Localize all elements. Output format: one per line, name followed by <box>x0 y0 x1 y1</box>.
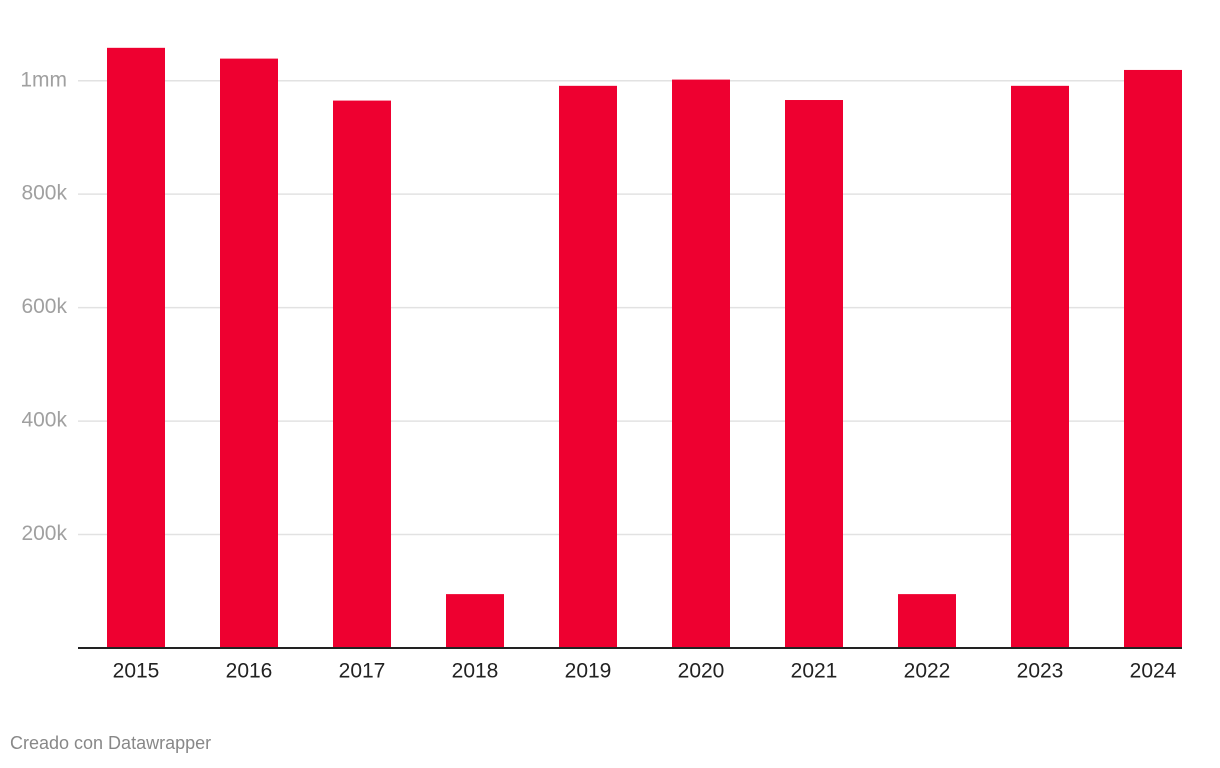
bar <box>785 100 843 649</box>
x-tick-label: 2016 <box>226 660 273 683</box>
x-tick-label: 2024 <box>1130 660 1177 683</box>
y-tick-label: 200k <box>21 522 67 545</box>
x-tick-label: 2023 <box>1017 660 1064 683</box>
bar <box>107 47 165 649</box>
bar <box>446 594 504 648</box>
x-tick-label: 2018 <box>452 660 499 683</box>
y-tick-label: 1mm <box>20 68 67 91</box>
x-tick-label: 2021 <box>791 660 838 683</box>
bar <box>1011 85 1069 649</box>
bar <box>559 85 617 649</box>
bar <box>220 58 278 648</box>
x-tick-label: 2020 <box>678 660 725 683</box>
bar <box>1124 69 1182 648</box>
x-tick-label: 2017 <box>339 660 386 683</box>
x-tick-label: 2015 <box>113 660 160 683</box>
x-tick-label: 2019 <box>565 660 612 683</box>
footer: Creado con Datawrapper <box>10 733 211 753</box>
bar <box>333 100 391 649</box>
bar <box>898 594 956 648</box>
x-tick-label: 2022 <box>904 660 951 683</box>
y-tick-label: 400k <box>21 409 67 432</box>
bar <box>672 79 730 649</box>
y-tick-label: 600k <box>21 295 67 318</box>
y-tick-label: 800k <box>21 182 67 205</box>
